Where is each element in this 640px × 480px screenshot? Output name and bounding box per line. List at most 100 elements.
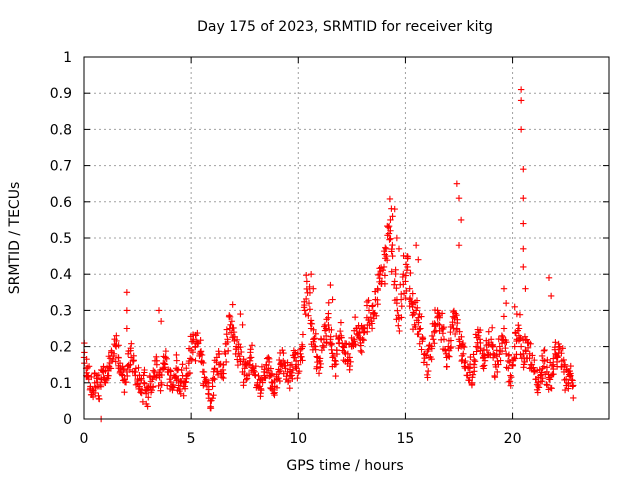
data-point <box>428 356 435 363</box>
data-point <box>227 321 234 329</box>
data-point <box>155 307 163 314</box>
data-point <box>197 336 204 344</box>
data-point <box>224 347 232 355</box>
data-point <box>297 346 304 353</box>
data-point <box>455 242 463 249</box>
data-point <box>241 365 248 372</box>
data-point <box>126 366 134 374</box>
data-point <box>123 325 131 332</box>
data-point <box>555 340 562 348</box>
data-point <box>289 366 297 374</box>
data-point <box>547 292 555 300</box>
data-point <box>431 323 438 330</box>
data-point <box>236 353 243 360</box>
data-point <box>85 363 93 370</box>
data-point <box>255 372 262 380</box>
data-point <box>570 394 577 402</box>
data-point <box>277 367 284 375</box>
data-point <box>565 385 572 392</box>
data-point <box>84 373 91 380</box>
data-point <box>502 344 509 352</box>
data-point <box>229 301 236 308</box>
data-point <box>173 357 180 364</box>
data-point <box>503 339 510 346</box>
data-point <box>388 248 395 255</box>
data-point <box>522 285 529 292</box>
data-point <box>237 343 244 351</box>
data-point <box>511 343 518 350</box>
data-point <box>392 270 399 278</box>
data-point <box>161 364 168 371</box>
data-point <box>149 383 157 390</box>
data-point <box>535 374 542 381</box>
data-point <box>388 205 395 212</box>
data-point <box>158 381 165 389</box>
data-point <box>539 375 546 382</box>
y-tick-label: 1 <box>63 50 72 66</box>
data-point <box>522 348 530 355</box>
data-point <box>357 347 364 354</box>
data-point <box>325 299 332 307</box>
data-point <box>232 350 239 358</box>
data-point <box>416 325 423 333</box>
data-point <box>450 325 457 332</box>
data-point <box>410 309 417 316</box>
data-point <box>187 355 194 362</box>
data-point <box>485 328 492 335</box>
data-point <box>179 361 186 368</box>
data-point <box>387 235 394 242</box>
data-point <box>373 312 380 319</box>
data-point <box>170 384 178 391</box>
data-point <box>185 359 193 367</box>
data-point <box>130 352 137 360</box>
data-point <box>166 375 173 383</box>
data-point <box>517 97 525 104</box>
data-point <box>507 382 514 389</box>
data-point <box>398 314 405 321</box>
data-point <box>118 371 125 378</box>
data-point <box>520 194 527 202</box>
data-point <box>335 335 342 343</box>
data-point <box>239 321 246 329</box>
data-point <box>329 296 336 303</box>
data-point <box>330 352 337 360</box>
data-point <box>470 351 477 358</box>
data-point <box>402 272 410 279</box>
x-tick-label: 10 <box>289 431 307 447</box>
data-point <box>299 331 307 338</box>
data-point <box>178 366 185 374</box>
data-point <box>453 312 460 319</box>
data-point <box>396 327 403 335</box>
data-point <box>473 348 480 355</box>
data-point <box>183 375 190 382</box>
data-point <box>217 360 224 368</box>
data-point <box>91 370 98 377</box>
data-point <box>337 319 345 326</box>
data-point <box>268 385 275 392</box>
data-point <box>504 357 512 365</box>
y-tick-label: 0.5 <box>50 231 72 247</box>
data-point <box>543 364 551 371</box>
y-tick-label: 0.7 <box>50 159 72 175</box>
data-point <box>395 322 402 329</box>
data-point <box>122 379 130 386</box>
data-point <box>387 227 394 234</box>
data-point <box>471 358 479 365</box>
data-point <box>394 307 401 314</box>
data-point <box>273 376 281 383</box>
data-point <box>199 368 207 376</box>
data-point <box>313 353 320 360</box>
data-point <box>389 241 396 249</box>
data-point <box>234 361 242 369</box>
data-point <box>189 348 197 356</box>
data-point <box>549 371 556 378</box>
data-point <box>248 342 256 349</box>
data-point <box>221 348 228 356</box>
data-point <box>477 345 484 352</box>
data-point <box>453 180 461 187</box>
data-point <box>294 374 301 382</box>
data-point <box>332 360 340 368</box>
data-point <box>338 334 345 341</box>
data-point <box>134 380 141 388</box>
data-point <box>374 296 381 304</box>
